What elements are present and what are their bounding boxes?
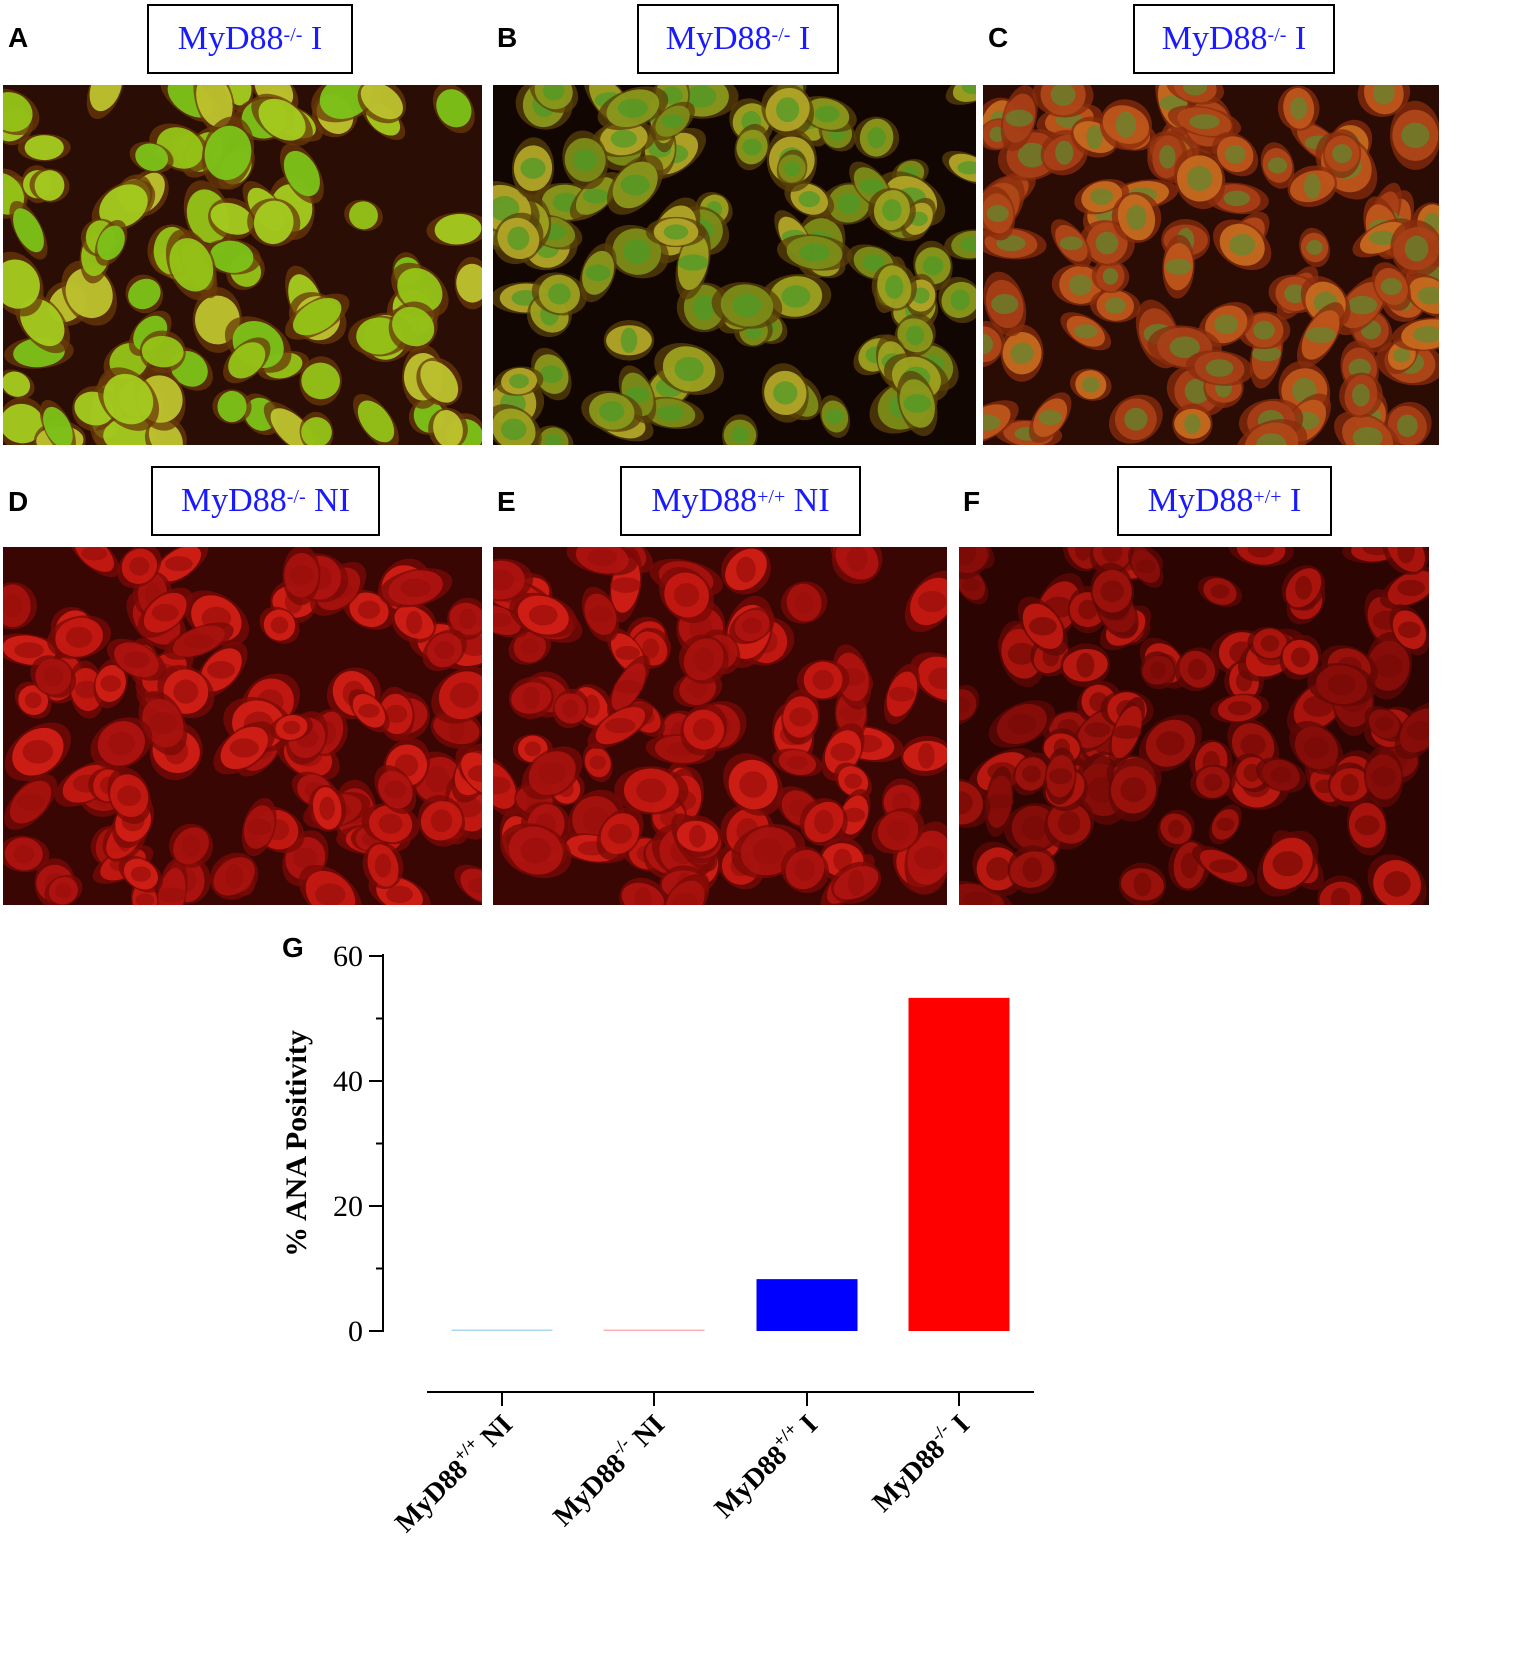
label-condition: I	[1286, 20, 1307, 57]
x-category-label: MyD88+/+ NI	[387, 1406, 519, 1538]
label-genotype: +/+	[757, 486, 786, 508]
bar-1	[451, 1329, 553, 1331]
x-label-base: MyD88	[709, 1440, 794, 1525]
y-tick-label: 40	[333, 1065, 363, 1098]
panel-letter-f: F	[963, 486, 981, 517]
label-genotype: -/-	[286, 486, 306, 508]
panel-letter-c: C	[988, 22, 1009, 53]
micrograph-a	[3, 85, 482, 445]
label-base: MyD88	[177, 20, 284, 57]
micrograph-b	[493, 85, 976, 445]
label-genotype: -/-	[283, 24, 303, 46]
label-genotype: +/+	[1253, 486, 1282, 508]
bar-4	[908, 997, 1010, 1331]
y-tick-label: 0	[348, 1315, 363, 1348]
x-category-label: MyD88-/- I	[864, 1406, 976, 1518]
panel-letter-e: E	[497, 486, 516, 517]
y-tick-label: 20	[333, 1190, 363, 1223]
micrograph-f	[959, 547, 1429, 905]
label-condition: I	[302, 20, 323, 57]
label-condition: I	[1281, 482, 1302, 519]
label-base: MyD88	[651, 482, 758, 519]
label-condition: NI	[305, 482, 351, 519]
micrograph-d	[3, 547, 482, 905]
panel-letter-d: D	[8, 486, 29, 517]
label-base: MyD88	[1161, 20, 1268, 57]
label-box-b: MyD88 -/- I	[637, 4, 839, 74]
panel-letter-g: G	[282, 932, 304, 963]
panel-letter-a: A	[8, 22, 29, 53]
label-box-e: MyD88 +/+ NI	[620, 466, 861, 536]
label-box-c: MyD88 -/- I	[1133, 4, 1335, 74]
y-axis-label: % ANA Positivity	[280, 1030, 313, 1257]
bar-2	[603, 1329, 705, 1331]
micrograph-e	[493, 547, 947, 905]
x-label-base: MyD88	[547, 1448, 632, 1533]
y-tick-label: 60	[333, 940, 363, 973]
micrograph-c	[983, 85, 1439, 445]
x-label-base: MyD88	[867, 1434, 952, 1519]
label-box-a: MyD88 -/- I	[147, 4, 353, 74]
x-category-label: MyD88-/- NI	[545, 1406, 671, 1532]
label-condition: I	[790, 20, 811, 57]
label-condition: NI	[785, 482, 830, 519]
label-base: MyD88	[665, 20, 772, 57]
x-label-base: MyD88	[389, 1454, 474, 1539]
bar-3	[756, 1279, 858, 1331]
label-base: MyD88	[180, 482, 287, 519]
label-box-f: MyD88 +/+ I	[1117, 466, 1332, 536]
x-category-label: MyD88+/+ I	[706, 1406, 824, 1524]
label-base: MyD88	[1147, 482, 1254, 519]
label-box-d: MyD88 -/- NI	[151, 466, 380, 536]
label-genotype: -/-	[1267, 24, 1287, 46]
panel-letter-b: B	[497, 22, 518, 53]
label-genotype: -/-	[771, 24, 791, 46]
